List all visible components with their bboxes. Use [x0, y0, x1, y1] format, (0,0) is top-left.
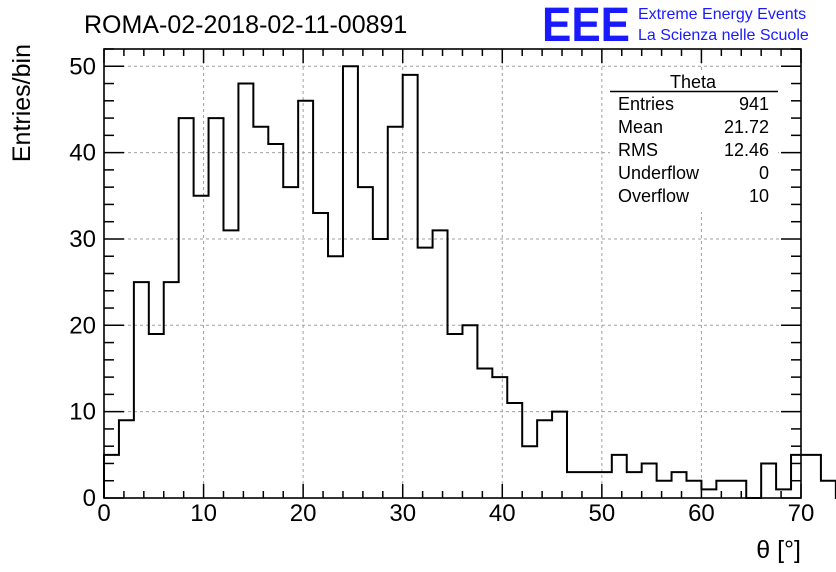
- histogram-bin: [448, 334, 463, 498]
- x-tick-labels: 0 10 20 30 40 50 60 70: [97, 500, 814, 527]
- x-tick-label: 70: [788, 500, 815, 527]
- histogram-bin: [672, 472, 687, 498]
- histogram-bin: [373, 239, 388, 498]
- histogram-bin: [223, 230, 238, 498]
- histogram-bin: [164, 282, 179, 498]
- x-tick-label: 60: [688, 500, 715, 527]
- histogram-bin: [104, 455, 119, 498]
- y-tick-label: 30: [69, 226, 96, 253]
- eee-logo-mark: EEE: [542, 0, 630, 52]
- histogram-bin: [597, 472, 612, 498]
- stats-row-value: 12.46: [724, 140, 769, 160]
- histogram-bin: [477, 368, 492, 498]
- histogram-bin: [806, 455, 821, 498]
- histogram-bin: [552, 412, 567, 498]
- histogram-bin: [642, 463, 657, 498]
- stats-row-label: RMS: [618, 140, 658, 160]
- y-tick-label: 10: [69, 399, 96, 426]
- stats-row-label: Entries: [618, 94, 674, 114]
- histogram-bin: [418, 248, 433, 498]
- histogram-bin: [238, 84, 253, 498]
- eee-logo: EEE Extreme Energy Events La Scienza nel…: [542, 0, 809, 52]
- eee-logo-line1: Extreme Energy Events: [638, 6, 806, 23]
- x-tick-label: 50: [589, 500, 616, 527]
- histogram-bin: [657, 481, 672, 498]
- histogram-bin: [433, 230, 448, 498]
- y-axis-label: Entries/bin: [8, 44, 36, 162]
- y-tick-labels: 0 10 20 30 40 50: [69, 53, 96, 512]
- stats-row-label: Mean: [618, 117, 663, 137]
- stats-box-background: [610, 72, 778, 212]
- histogram-bin: [612, 455, 627, 498]
- histogram-bin: [313, 213, 328, 498]
- histogram-bin: [253, 127, 268, 498]
- x-tick-label: 30: [389, 500, 416, 527]
- histogram-bin: [627, 472, 642, 498]
- histogram-bin: [134, 282, 149, 498]
- histogram-bin: [731, 481, 746, 498]
- histogram-bin: [716, 481, 731, 498]
- histogram-bin: [328, 256, 343, 498]
- histogram-bin: [343, 66, 358, 498]
- histogram-bin: [492, 377, 507, 498]
- histogram-bin: [179, 118, 194, 498]
- x-axis-label: θ [°]: [756, 536, 801, 564]
- histogram-bin: [209, 118, 224, 498]
- histogram-bin: [268, 144, 283, 498]
- histogram-bin: [522, 446, 537, 498]
- eee-logo-line2: La Scienza nelle Scuole: [638, 27, 809, 44]
- stats-row-label: Underflow: [618, 163, 700, 183]
- histogram-bin: [791, 455, 806, 498]
- x-tick-label: 0: [97, 500, 110, 527]
- stats-row-value: 941: [739, 94, 769, 114]
- histogram-bin: [403, 75, 418, 498]
- stats-row-value: 21.72: [724, 117, 769, 137]
- histogram-bin: [776, 489, 791, 498]
- histogram-bin: [686, 481, 701, 498]
- histogram-bin: [388, 127, 403, 498]
- stats-box: Theta Entries 941 Mean 21.72 RMS 12.46 Underfl…: [610, 72, 778, 212]
- histogram-bars: [103, 65, 836, 499]
- histogram-bin: [537, 420, 552, 498]
- histogram-bin: [358, 187, 373, 498]
- histogram-bin: [582, 472, 597, 498]
- histogram-bin: [761, 463, 776, 498]
- histogram-bin: [567, 472, 582, 498]
- histogram-bin: [194, 196, 209, 498]
- x-tick-label: 40: [489, 500, 516, 527]
- x-tick-label: 20: [290, 500, 317, 527]
- histogram-bin: [701, 489, 716, 498]
- stats-row-label: Overflow: [618, 186, 690, 206]
- histogram-bin: [462, 325, 477, 498]
- y-tick-label: 40: [69, 140, 96, 167]
- y-tick-label: 20: [69, 312, 96, 339]
- histogram-bin: [149, 334, 164, 498]
- histogram-bin: [507, 403, 522, 498]
- stats-row-value: 10: [749, 186, 769, 206]
- histogram-outline: [103, 65, 836, 499]
- stats-row-value: 0: [759, 163, 769, 183]
- y-tick-label: 0: [83, 485, 96, 512]
- axis-ticks: [103, 48, 802, 499]
- stats-title: Theta: [670, 72, 717, 92]
- histogram-bin: [298, 101, 313, 498]
- histogram-bin: [119, 420, 134, 498]
- y-tick-label: 50: [69, 53, 96, 80]
- histogram-bin: [821, 481, 836, 498]
- stats-rows: Entries 941 Mean 21.72 RMS 12.46 Underflow 0 Ove…: [618, 94, 769, 206]
- histogram-bin: [283, 187, 298, 498]
- x-tick-label: 10: [190, 500, 217, 527]
- run-title: ROMA-02-2018-02-11-00891: [84, 11, 407, 39]
